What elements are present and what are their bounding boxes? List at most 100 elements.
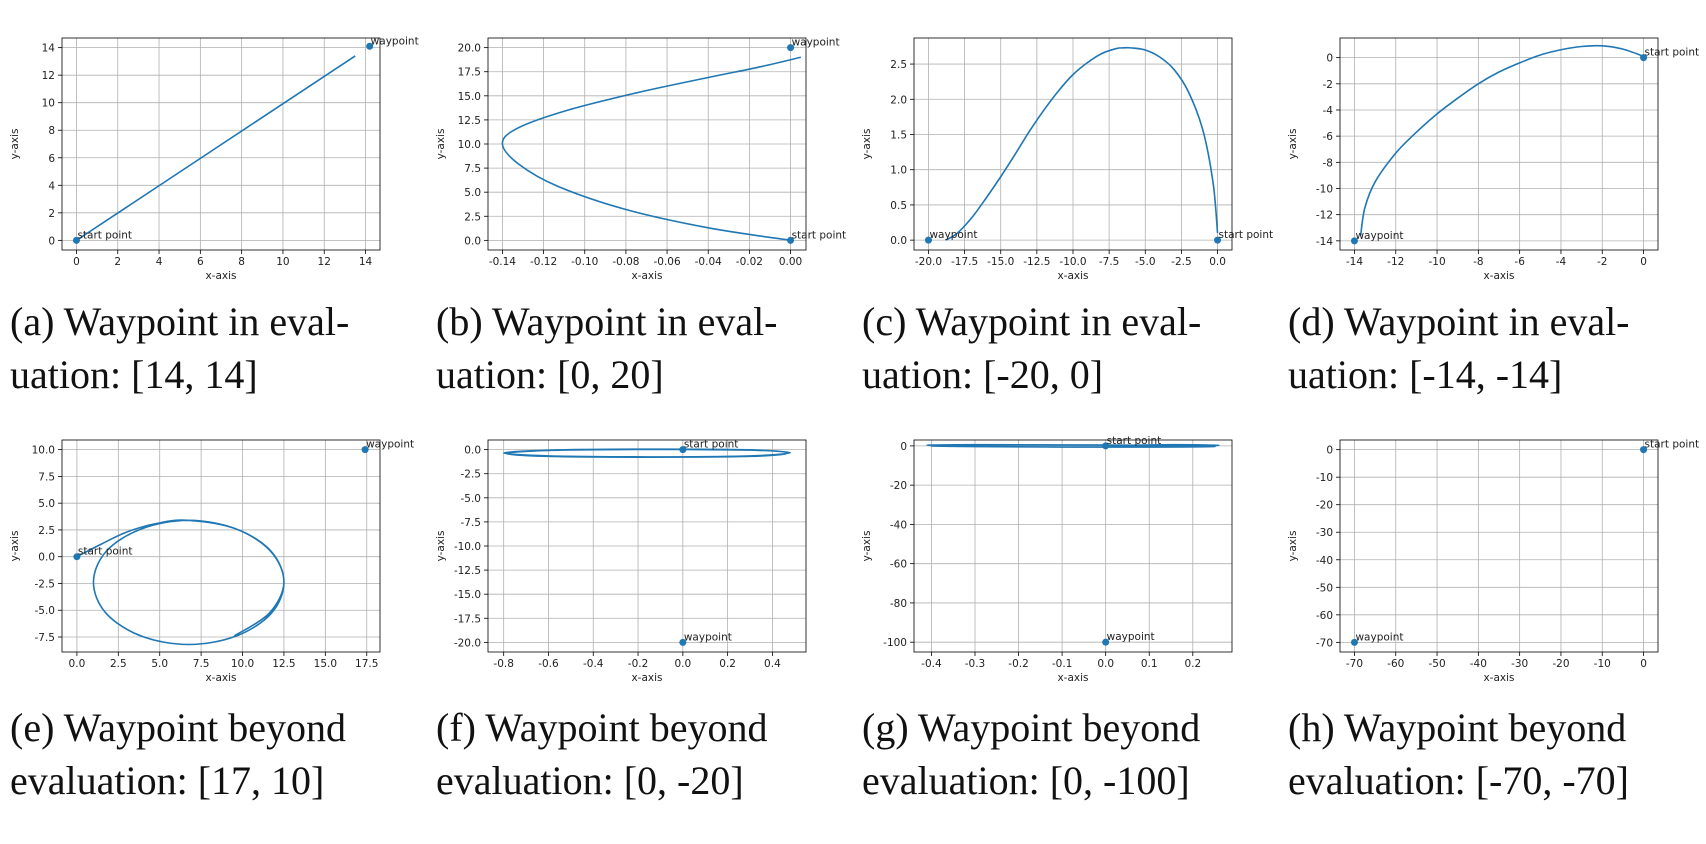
- point-label: start point: [78, 546, 133, 558]
- y-tick-label: 2.5: [464, 211, 481, 223]
- x-tick-label: -0.06: [653, 256, 680, 268]
- x-tick-label: -20: [1552, 658, 1569, 670]
- y-tick-label: -5.0: [35, 605, 56, 617]
- y-tick-label: 17.5: [458, 67, 481, 79]
- x-tick-label: 2: [114, 256, 121, 268]
- trajectory: [502, 448, 792, 458]
- trajectory: [76, 519, 285, 646]
- x-tick-label: 0.2: [719, 658, 736, 670]
- point-label: start point: [792, 229, 847, 241]
- subplot: 0.0 2.5 5.0 7.5 10.0 12.5 15.0 17.5 -7.5 -5.0 -2.5…: [9, 439, 414, 803]
- x-tick-label: -4: [1556, 256, 1567, 268]
- x-tick-label: -12.5: [1023, 256, 1050, 268]
- x-tick-label: -0.08: [612, 256, 639, 268]
- y-tick-label: 1.0: [890, 165, 907, 177]
- point-label: start point: [77, 229, 132, 241]
- x-tick-label: -0.04: [695, 256, 722, 268]
- caption-line: uation: [14, 14]: [10, 352, 258, 397]
- caption-line: (d) Waypoint in eval-: [1288, 299, 1630, 344]
- x-tick-label: 0.0: [674, 658, 691, 670]
- caption-line: (a) Waypoint in eval-: [10, 299, 349, 344]
- x-tick-label: -20.0: [915, 256, 942, 268]
- y-tick-label: 4: [48, 180, 55, 192]
- x-axis-label: x-axis: [1057, 672, 1088, 684]
- x-tick-label: -70: [1346, 658, 1363, 670]
- point-label: start point: [1645, 439, 1700, 451]
- y-tick-label: -2.5: [461, 469, 482, 481]
- y-tick-label: 0.0: [890, 235, 907, 247]
- y-tick-label: -4: [1323, 105, 1334, 117]
- y-axis-label: y-axis: [1287, 129, 1299, 160]
- y-tick-label: 15.0: [458, 91, 481, 103]
- y-tick-label: -100: [883, 637, 907, 649]
- caption-line: (b) Waypoint in eval-: [436, 299, 778, 344]
- x-tick-label: -30: [1511, 658, 1528, 670]
- y-tick-label: -80: [890, 598, 907, 610]
- y-tick-label: -8: [1323, 157, 1333, 169]
- y-tick-label: 2.5: [38, 525, 55, 537]
- trajectory: [945, 46, 1219, 241]
- y-tick-label: 10.0: [458, 139, 481, 151]
- point-marker: [1350, 237, 1358, 245]
- caption-line: (e) Waypoint beyond: [10, 705, 346, 750]
- y-tick-label: -10: [1316, 183, 1333, 195]
- x-tick-label: 10.0: [231, 658, 254, 670]
- subplot: -20.0 -17.5 -15.0 -12.5 -10.0 -7.5 -5.0 -2.5 0.0…: [861, 37, 1273, 397]
- y-axis-label: y-axis: [9, 531, 21, 562]
- caption-line: uation: [-14, -14]: [1288, 352, 1562, 397]
- y-tick-label: -7.5: [461, 517, 482, 529]
- caption-line: evaluation: [0, -100]: [862, 758, 1190, 803]
- y-tick-label: -17.5: [454, 613, 481, 625]
- x-axis-label: x-axis: [1483, 672, 1514, 684]
- y-tick-label: 0: [1326, 53, 1333, 65]
- point-marker: [679, 446, 687, 454]
- x-tick-label: -0.6: [538, 658, 559, 670]
- x-tick-label: 0.0: [1097, 658, 1114, 670]
- x-tick-label: 6: [197, 256, 204, 268]
- x-tick-label: 8: [238, 256, 245, 268]
- x-tick-label: -7.5: [1099, 256, 1120, 268]
- subplot: -0.8 -0.6 -0.4 -0.2 0.0 0.2 0.4 0.0 -2.5 -5.0 -7.5…: [435, 439, 807, 803]
- y-tick-label: 10.0: [32, 445, 55, 457]
- y-tick-label: 0.0: [464, 235, 481, 247]
- subplot: -0.14 -0.12 -0.10 -0.08 -0.06 -0.04 -0.02 0.00 0…: [435, 37, 846, 397]
- y-tick-label: 10: [42, 98, 55, 110]
- subplot: -0.4 -0.3 -0.2 -0.1 0.0 0.1 0.2 -100 -80 -60 -40 -2…: [861, 435, 1233, 803]
- y-tick-label: 0.5: [890, 200, 907, 212]
- plot-frame: [913, 37, 1233, 251]
- y-axis-label: y-axis: [9, 129, 21, 160]
- trajectory: [76, 55, 356, 242]
- x-tick-label: -10: [1594, 658, 1611, 670]
- x-tick-label: 0.4: [764, 658, 781, 670]
- x-tick-label: -0.2: [628, 658, 649, 670]
- point-label: waypoint: [371, 35, 419, 47]
- x-tick-label: 0.00: [779, 256, 802, 268]
- x-tick-label: 17.5: [355, 658, 378, 670]
- point-marker: [787, 44, 795, 52]
- point-marker: [361, 446, 369, 454]
- caption-line: (g) Waypoint beyond: [862, 705, 1200, 750]
- caption-line: evaluation: [-70, -70]: [1288, 758, 1629, 803]
- caption-line: uation: [0, 20]: [436, 352, 664, 397]
- plot-frame: [1339, 439, 1659, 653]
- caption-line: (h) Waypoint beyond: [1288, 705, 1626, 750]
- y-tick-label: 5.0: [38, 498, 55, 510]
- y-tick-label: 12.5: [458, 115, 481, 127]
- trajectory: [501, 56, 802, 242]
- x-tick-label: -17.5: [951, 256, 978, 268]
- x-tick-label: -0.10: [571, 256, 598, 268]
- y-tick-label: -15.0: [454, 589, 481, 601]
- x-tick-label: 7.5: [193, 658, 210, 670]
- point-label: start point: [1645, 47, 1700, 59]
- y-tick-label: 2: [48, 208, 55, 220]
- y-tick-label: 7.5: [38, 471, 55, 483]
- point-label: waypoint: [684, 631, 732, 643]
- plot-frame: [61, 439, 381, 653]
- y-tick-label: 0: [900, 441, 907, 453]
- y-axis-label: y-axis: [861, 129, 873, 160]
- point-marker: [1214, 236, 1222, 244]
- y-tick-label: -10: [1316, 472, 1333, 484]
- y-tick-label: -30: [1316, 527, 1333, 539]
- point-label: waypoint: [1107, 631, 1155, 643]
- x-tick-label: -0.8: [493, 658, 514, 670]
